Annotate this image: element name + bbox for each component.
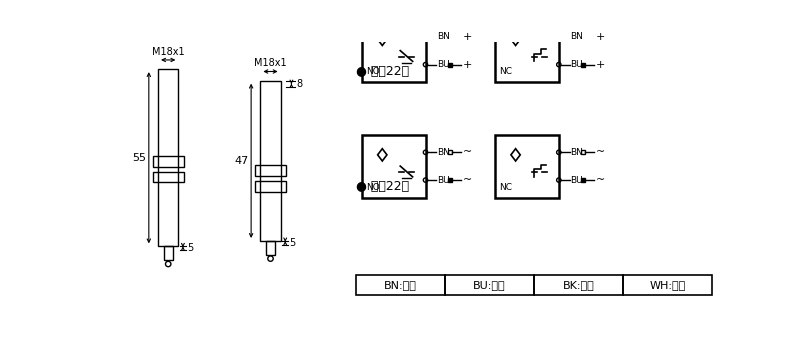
Text: ~: ~ xyxy=(596,175,606,185)
Text: 8: 8 xyxy=(296,79,302,89)
Bar xyxy=(582,178,585,182)
Text: WH:白色: WH:白色 xyxy=(650,280,686,290)
Text: NO: NO xyxy=(366,67,379,76)
Bar xyxy=(534,275,623,295)
Bar xyxy=(445,275,534,295)
Text: ~: ~ xyxy=(596,147,606,157)
Bar xyxy=(582,63,585,67)
Bar xyxy=(495,19,558,82)
Text: +: + xyxy=(462,59,472,70)
Bar xyxy=(582,150,585,154)
Bar xyxy=(153,156,184,167)
Text: BN: BN xyxy=(437,148,450,157)
Text: BN:棕色: BN:棕色 xyxy=(384,280,417,290)
Bar xyxy=(158,69,178,246)
Bar xyxy=(448,35,452,39)
Text: 47: 47 xyxy=(234,156,249,166)
Text: 5: 5 xyxy=(289,238,295,248)
Bar xyxy=(356,275,445,295)
Bar xyxy=(582,35,585,39)
Bar xyxy=(255,181,286,191)
Text: BN: BN xyxy=(437,32,450,41)
Text: BU: BU xyxy=(437,176,450,184)
Text: NC: NC xyxy=(499,183,512,191)
Bar xyxy=(266,241,275,255)
Bar xyxy=(448,63,452,67)
Text: NC: NC xyxy=(499,67,512,76)
Bar xyxy=(362,135,426,198)
Bar xyxy=(362,19,426,82)
Text: +: + xyxy=(596,59,606,70)
Bar xyxy=(261,81,281,241)
Text: BK:黑色: BK:黑色 xyxy=(562,280,594,290)
Text: +: + xyxy=(462,32,472,42)
Text: ● 直洱22线: ● 直洱22线 xyxy=(356,65,409,78)
Bar xyxy=(623,275,712,295)
Text: +: + xyxy=(596,32,606,42)
Text: BN: BN xyxy=(570,32,583,41)
Text: 55: 55 xyxy=(133,153,146,163)
Text: M18x1: M18x1 xyxy=(152,47,185,57)
Bar xyxy=(163,246,173,260)
Text: BN: BN xyxy=(570,148,583,157)
Text: ~: ~ xyxy=(462,147,472,157)
Bar xyxy=(153,172,184,182)
Bar xyxy=(255,165,286,176)
Text: BU: BU xyxy=(570,176,583,184)
Text: NO: NO xyxy=(366,183,379,191)
Text: 5: 5 xyxy=(187,243,193,253)
Text: BU: BU xyxy=(570,60,583,69)
Text: ~: ~ xyxy=(462,175,472,185)
Bar xyxy=(448,150,452,154)
Text: BU: BU xyxy=(437,60,450,69)
Bar xyxy=(448,178,452,182)
Bar xyxy=(495,135,558,198)
Text: M18x1: M18x1 xyxy=(254,58,287,68)
Text: ● 交洱22线: ● 交洱22线 xyxy=(356,181,409,194)
Text: BU:兰色: BU:兰色 xyxy=(473,280,506,290)
